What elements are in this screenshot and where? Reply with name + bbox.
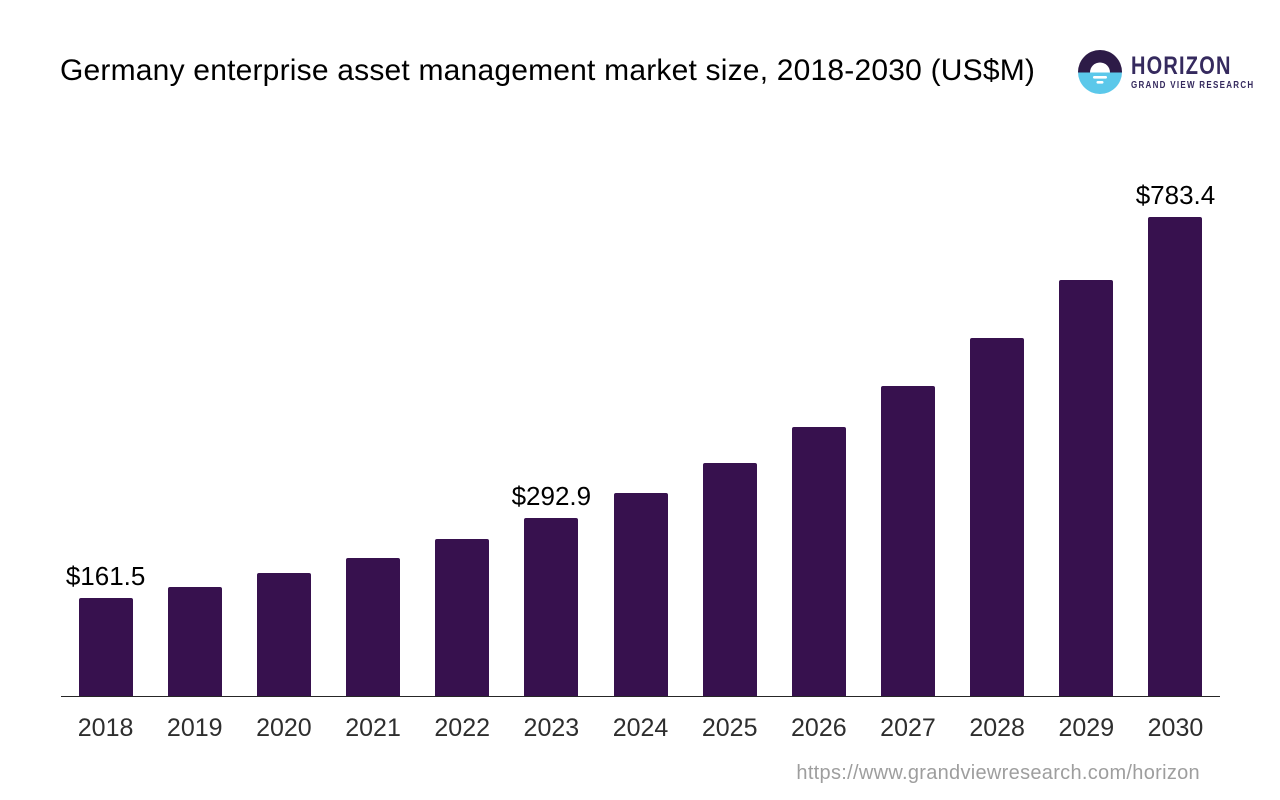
bar-column-2024 [596,157,685,697]
x-tick-label-2024: 2024 [612,714,669,742]
horizon-logo: HORIZON GRAND VIEW RESEARCH [1078,50,1280,94]
bar-column-2027 [863,157,952,697]
x-tick-label-2021: 2021 [345,714,401,742]
bar-column-2019 [150,157,239,697]
bar-column-2022 [418,157,507,697]
bar-column-2028 [953,157,1042,697]
bar-2019 [167,587,222,697]
x-tick-label-2022: 2022 [434,714,491,742]
x-tick-label-2025: 2025 [701,714,758,742]
bar-2023 [524,517,579,697]
bar-value-label-2023: $292.9 [511,480,592,511]
bar-2022 [435,539,490,697]
bar-value-label-2030: $783.4 [1135,180,1216,210]
bar-2018 [78,598,133,697]
bar-2027 [880,386,935,697]
x-tick-label-2027: 2027 [880,714,936,742]
bar-2020 [256,573,311,697]
source-url: https://www.grandviewresearch.com/horizo… [796,762,1200,784]
logo-brand-name: HORIZON [1131,52,1232,80]
x-tick-label-2029: 2029 [1058,714,1115,742]
bar-2026 [791,427,846,697]
x-axis-tick-labels: 2018 2019 2020 2021 2022 2023 2024 2025 2026 2027… [61,714,1220,743]
horizon-sun-icon [1078,50,1122,94]
bar-column-2026 [774,157,863,697]
bar-column-2021 [328,157,417,697]
x-tick-label-2023: 2023 [523,714,580,742]
logo-text: HORIZON GRAND VIEW RESEARCH [1131,53,1280,91]
bar-column-2018: $161.5 [61,157,150,697]
bar-2025 [702,462,757,697]
logo-tagline: GRAND VIEW RESEARCH [1131,80,1255,91]
bar-chart-plot-area: $161.5 $292.9 $783.4 [61,157,1220,697]
bar-2021 [346,558,401,697]
bar-column-2023: $292.9 [507,157,596,697]
x-tick-label-2020: 2020 [256,714,312,742]
x-tick-label-2019: 2019 [166,714,223,742]
bar-2028 [970,337,1025,697]
bar-2024 [613,492,668,697]
chart-title: Germany enterprise asset management mark… [60,54,1036,87]
bar-2029 [1059,280,1114,697]
bar-value-label-2018: $161.5 [65,561,146,591]
bar-column-2020 [239,157,328,697]
x-tick-label-2018: 2018 [77,714,134,742]
x-tick-label-2030: 2030 [1147,714,1204,742]
x-axis-line [61,695,1220,697]
x-tick-label-2026: 2026 [791,714,847,742]
bar-column-2025 [685,157,774,697]
bar-2030 [1148,217,1203,697]
bar-column-2030: $783.4 [1131,157,1220,697]
x-tick-label-2028: 2028 [969,714,1025,742]
bar-column-2029 [1042,157,1131,697]
